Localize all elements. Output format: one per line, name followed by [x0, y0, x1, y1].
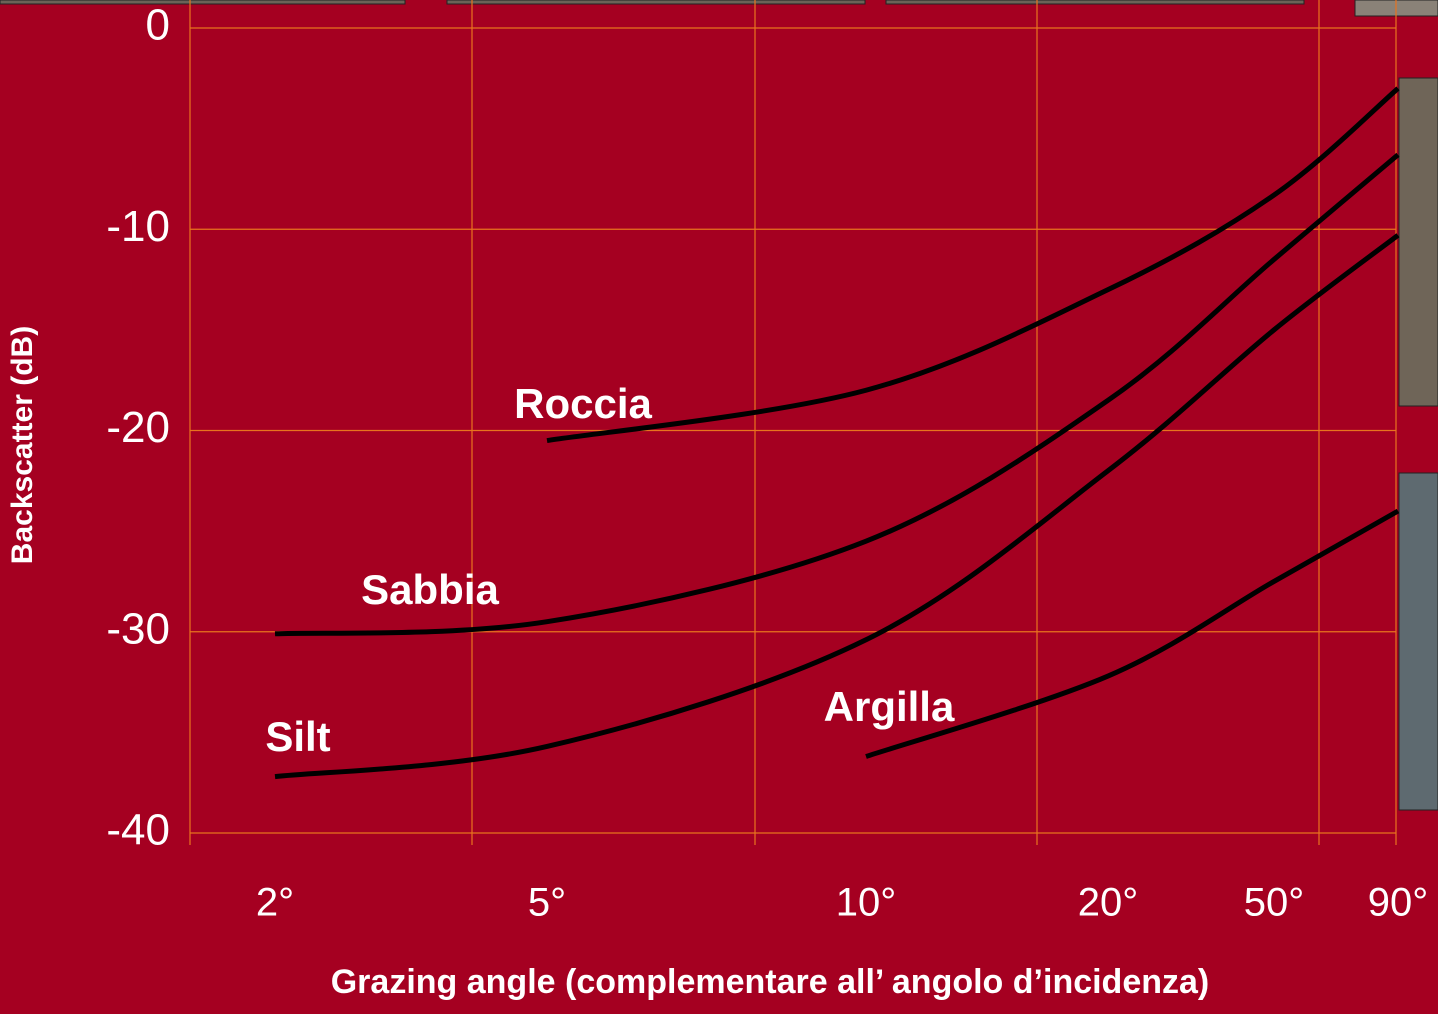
x-tick-label: 10°: [836, 881, 897, 925]
x-axis-label: Grazing angle (complementare all’ angolo…: [331, 963, 1210, 1001]
photo: [885, 0, 1305, 5]
y-axis-label: Backscatter (dB): [6, 326, 39, 564]
curve-label: Sabbia: [361, 566, 499, 613]
curve: [546, 86, 1400, 444]
y-tick-label: -20: [106, 403, 170, 452]
photo: [0, 0, 406, 5]
x-tick-label: 20°: [1078, 881, 1139, 925]
photo: [446, 0, 866, 5]
x-tick-label: 5°: [528, 881, 566, 925]
x-tick-label: 2°: [256, 881, 294, 925]
x-tick-label: 50°: [1244, 881, 1305, 925]
x-tick-label: 90°: [1368, 881, 1429, 925]
y-tick-label: 0: [146, 1, 170, 50]
vertical-grid: [189, 0, 1397, 845]
curve: [274, 152, 1400, 637]
y-tick-label: -40: [106, 806, 170, 855]
curve-label: Silt: [265, 713, 330, 760]
photo: [1398, 472, 1438, 811]
curve-label: Argilla: [824, 683, 955, 730]
y-tick-label: -30: [106, 604, 170, 653]
curve: [274, 233, 1400, 780]
curve: [865, 508, 1400, 759]
curve-label: Roccia: [514, 380, 652, 427]
photo: [1398, 77, 1438, 407]
y-tick-label: -10: [106, 202, 170, 251]
